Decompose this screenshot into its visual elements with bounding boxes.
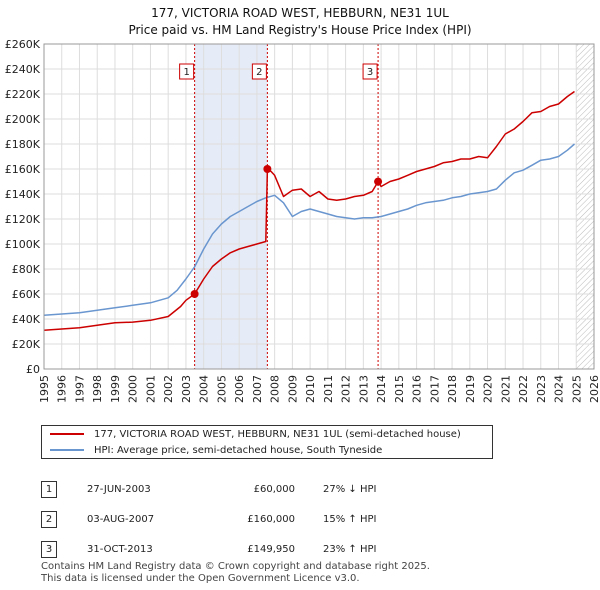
y-tick-label: £200K: [5, 113, 41, 126]
x-tick-label: 1996: [56, 375, 69, 403]
sale-date: 03-AUG-2007: [87, 513, 155, 525]
legend-hpi: HPI: Average price, semi-detached house,…: [50, 443, 382, 459]
sale-point: [263, 165, 272, 173]
y-tick-label: £60K: [12, 288, 41, 301]
y-tick-label: £220K: [5, 88, 41, 101]
y-tick-label: £180K: [5, 138, 41, 151]
y-tick-label: £160K: [5, 163, 41, 176]
sale-point: [374, 177, 383, 186]
table-row: 2 03-AUG-2007 £160,000 15% ↑ HPI: [41, 504, 376, 534]
sale-date: 27-JUN-2003: [87, 483, 151, 495]
y-tick-label: £40K: [12, 313, 41, 326]
future-hatched-region: [576, 44, 594, 369]
y-tick-label: £140K: [5, 188, 41, 201]
x-tick-label: 2017: [428, 375, 441, 403]
x-tick-label: 2001: [144, 375, 157, 403]
x-tick-label: 2005: [215, 375, 228, 403]
x-tick-label: 2021: [499, 375, 512, 403]
x-tick-label: 2015: [393, 375, 406, 403]
sale-label-box: [179, 63, 195, 80]
sale-label-box: [251, 63, 267, 80]
sale-number-badge: 1: [41, 480, 57, 498]
x-tick-label: 2011: [322, 375, 335, 403]
x-tick-label: 1995: [38, 375, 51, 403]
table-row: 3 31-OCT-2013 £149,950 23% ↑ HPI: [41, 534, 376, 564]
table-row: 1 27-JUN-2003 £60,000 27% ↓ HPI: [41, 474, 376, 504]
sale-hpi-diff: 23% ↑ HPI: [323, 543, 377, 555]
plot-frame: [43, 43, 595, 370]
x-tick-label: 2023: [535, 375, 548, 403]
legend-hpi-swatch: [50, 449, 84, 451]
sale-price: £160,000: [247, 513, 295, 525]
legend-property-swatch: [50, 433, 84, 435]
x-tick-label: 2008: [269, 375, 282, 403]
x-tick-label: 2014: [375, 375, 388, 403]
x-tick-label: 2000: [127, 375, 140, 403]
sale-label-text: 3: [367, 67, 373, 78]
sale-label-text: 2: [256, 67, 262, 78]
footer-copyright: Contains HM Land Registry data © Crown c…: [41, 561, 430, 572]
legend-property-label: 177, VICTORIA ROAD WEST, HEBBURN, NE31 1…: [94, 429, 461, 440]
y-tick-label: £20K: [12, 338, 41, 351]
sale-price: £149,950: [247, 543, 295, 555]
x-tick-label: 2012: [340, 375, 353, 403]
x-tick-label: 2002: [162, 375, 175, 403]
x-tick-label: 2024: [553, 375, 566, 403]
x-tick-label: 2003: [180, 375, 193, 403]
x-tick-label: 1998: [91, 375, 104, 403]
x-tick-label: 2022: [517, 375, 530, 403]
sale-hpi-diff: 15% ↑ HPI: [323, 513, 377, 525]
sale-label-box: [362, 63, 378, 80]
legend: 177, VICTORIA ROAD WEST, HEBBURN, NE31 1…: [41, 425, 493, 459]
x-tick-label: 2009: [286, 375, 299, 403]
x-tick-label: 2010: [304, 375, 317, 403]
sale-point: [190, 290, 199, 298]
x-tick-label: 2006: [233, 375, 246, 403]
x-tick-label: 2016: [411, 375, 424, 403]
y-tick-label: £80K: [12, 263, 41, 276]
y-tick-label: £0: [26, 363, 40, 376]
chart-title: 177, VICTORIA ROAD WEST, HEBBURN, NE31 1…: [151, 6, 449, 20]
legend-property: 177, VICTORIA ROAD WEST, HEBBURN, NE31 1…: [50, 427, 461, 443]
property-series-line: [43, 90, 575, 332]
sales-table: 1 27-JUN-2003 £60,000 27% ↓ HPI 2 03-AUG…: [41, 474, 376, 564]
sale-date: 31-OCT-2013: [87, 543, 153, 555]
hpi-series-line: [43, 143, 575, 317]
price-chart: £0 £20K £40K £60K £80K £100K £120K £140K £160K £1…: [5, 38, 600, 403]
sale-number-badge: 2: [41, 510, 57, 528]
y-tick-label: £120K: [5, 213, 41, 226]
x-tick-label: 1999: [109, 375, 122, 403]
x-tick-label: 2013: [357, 375, 370, 403]
shaded-ownership-span: [194, 44, 268, 369]
x-tick-label: 2019: [464, 375, 477, 403]
sale-hpi-diff: 27% ↓ HPI: [323, 483, 377, 495]
x-tick-label: 1997: [73, 375, 86, 403]
x-tick-label: 2026: [588, 375, 600, 403]
sale-price: £60,000: [253, 483, 295, 495]
y-tick-label: £100K: [5, 238, 41, 251]
x-tick-label: 2018: [446, 375, 459, 403]
x-tick-label: 2004: [198, 375, 211, 403]
chart-subtitle: Price paid vs. HM Land Registry's House …: [128, 23, 472, 37]
legend-hpi-label: HPI: Average price, semi-detached house,…: [94, 445, 383, 456]
sale-number-badge: 3: [41, 540, 57, 558]
y-tick-label: £260K: [5, 38, 41, 51]
y-tick-label: £240K: [5, 63, 41, 76]
x-tick-label: 2025: [570, 375, 583, 403]
sale-label-text: 1: [183, 67, 189, 78]
footer-licence: This data is licensed under the Open Gov…: [41, 573, 360, 584]
x-tick-label: 2020: [482, 375, 495, 403]
x-tick-label: 2007: [251, 375, 264, 403]
